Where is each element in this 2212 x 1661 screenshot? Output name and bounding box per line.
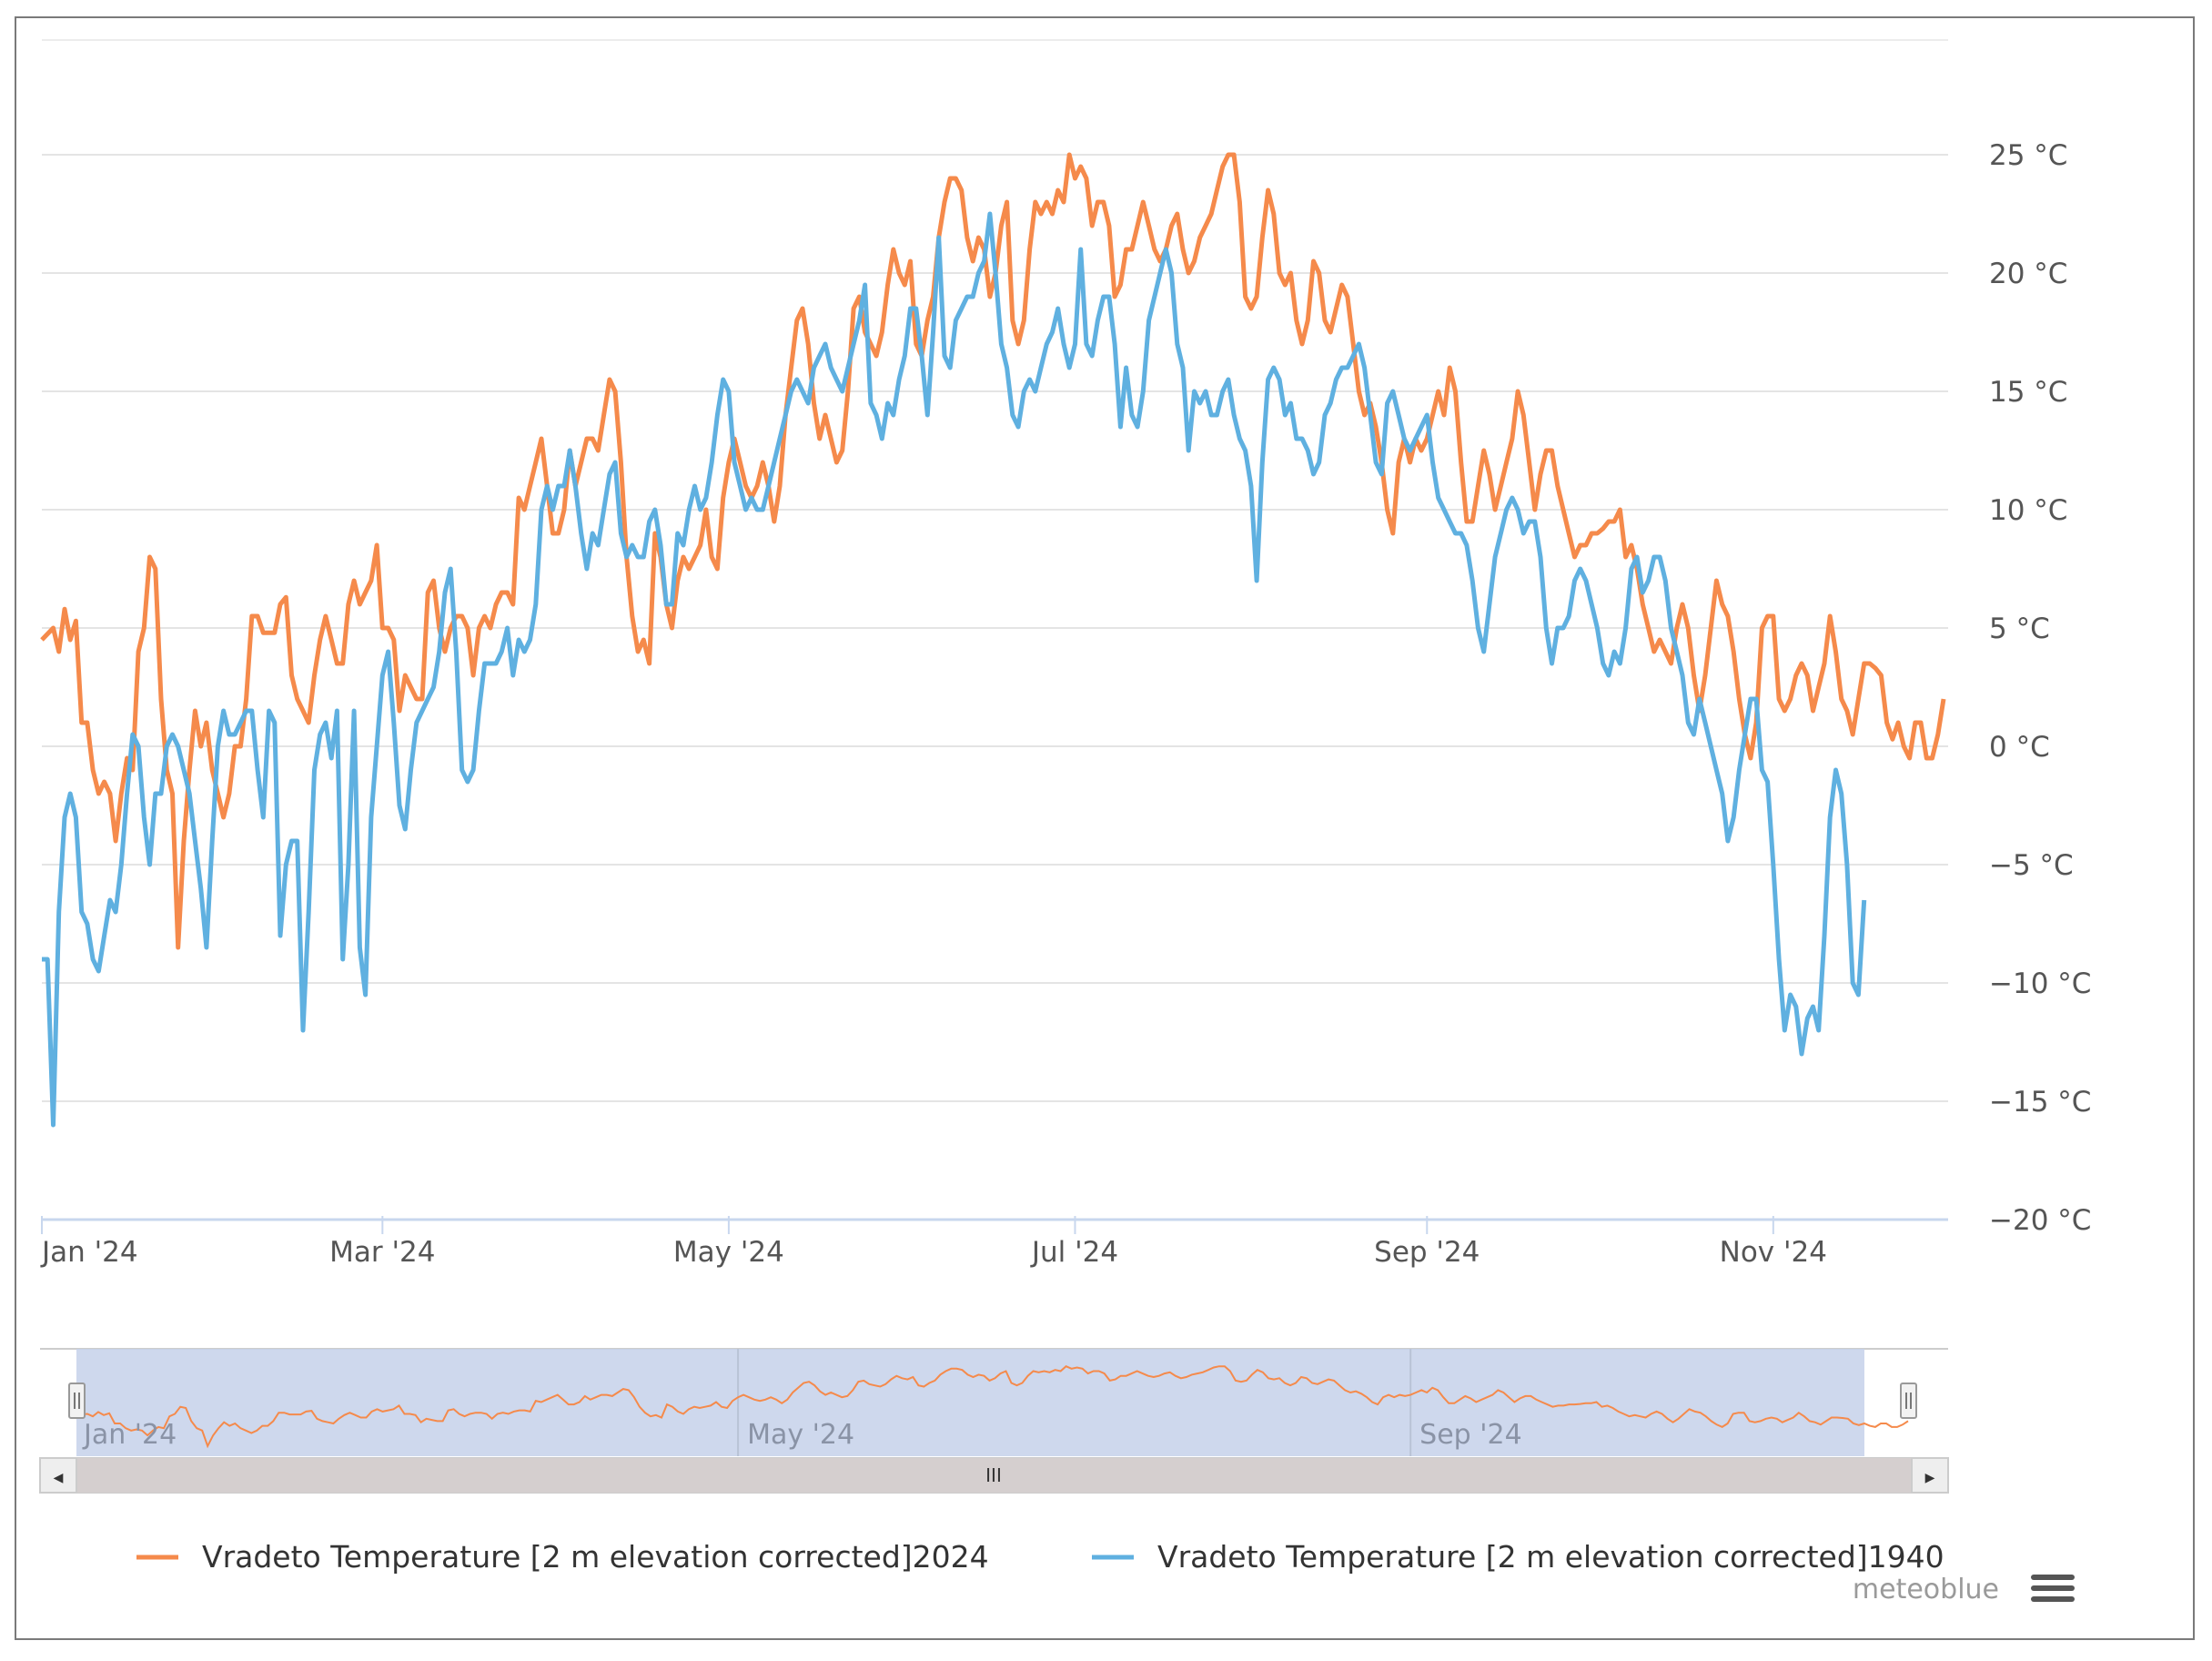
legend-label-2024: Vradeto Temperature [2 m elevation corre… — [202, 1539, 989, 1575]
x-tick-label: Sep '24 — [1374, 1236, 1480, 1269]
navigator-left-handle[interactable] — [68, 1382, 86, 1419]
y-tick-label: −20 °C — [1989, 1204, 2091, 1237]
x-axis: Jan '24 Mar '24 May '24 Jul '24 Sep '24 Nov '… — [40, 1216, 1827, 1269]
y-tick-label: −5 °C — [1989, 849, 2074, 882]
legend-item-2024[interactable]: Vradeto Temperature [2 m elevation corre… — [136, 1539, 989, 1575]
credit-label[interactable]: meteoblue — [1853, 1574, 1999, 1605]
scroll-left-button[interactable] — [39, 1457, 77, 1494]
y-tick-label: 20 °C — [1989, 258, 2067, 290]
scrollbar-grip: III — [985, 1464, 1002, 1486]
y-tick-label: 10 °C — [1989, 494, 2067, 527]
x-tick-label: Jan '24 — [40, 1236, 138, 1269]
hamburger-menu-icon[interactable] — [2025, 1567, 2075, 1615]
navigator-selection[interactable] — [76, 1349, 1864, 1456]
navigator-x-label: Jan '24 — [82, 1419, 177, 1451]
navigator-x-label: Sep '24 — [1419, 1419, 1522, 1451]
scroll-left-icon: ◀ — [54, 1471, 64, 1485]
series-lines — [40, 152, 1946, 1128]
legend-item-1940[interactable]: Vradeto Temperature [2 m elevation corre… — [1092, 1539, 1944, 1575]
grid-lines — [42, 39, 1948, 1221]
navigator-x-labels: Jan '24 May '24 Sep '24 — [82, 1419, 1522, 1451]
y-tick-label: 25 °C — [1989, 139, 2067, 172]
y-axis-labels: −20 °C −15 °C −10 °C −5 °C 0 °C 5 °C 10 °C 15 °… — [1989, 139, 2091, 1237]
x-tick-label: Jul '24 — [1030, 1236, 1118, 1269]
y-tick-label: 15 °C — [1989, 376, 2067, 409]
y-tick-label: 5 °C — [1989, 613, 2050, 645]
y-tick-label: 0 °C — [1989, 731, 2050, 764]
x-tick-label: Mar '24 — [329, 1236, 435, 1269]
x-tick-label: May '24 — [673, 1236, 784, 1269]
navigator-grid — [737, 1349, 1412, 1456]
navigator-x-label: May '24 — [747, 1419, 854, 1451]
navigator-series-line — [76, 1365, 1909, 1449]
x-tick-label: Nov '24 — [1720, 1236, 1827, 1269]
series-line-1940[interactable] — [42, 211, 1867, 1128]
scroll-right-icon: ▶ — [1925, 1471, 1935, 1485]
y-tick-label: −15 °C — [1989, 1086, 2091, 1119]
y-tick-label: −10 °C — [1989, 967, 2091, 1000]
navigator-right-handle[interactable] — [1900, 1382, 1917, 1419]
navigator[interactable]: Jan '24 May '24 Sep '24 III ◀ ▶ — [39, 1348, 1949, 1494]
legend-label-1940: Vradeto Temperature [2 m elevation corre… — [1157, 1539, 1944, 1575]
legend: Vradeto Temperature [2 m elevation corre… — [136, 1539, 1944, 1575]
scroll-right-button[interactable] — [1911, 1457, 1949, 1494]
scrollbar-thumb[interactable] — [76, 1458, 1911, 1493]
